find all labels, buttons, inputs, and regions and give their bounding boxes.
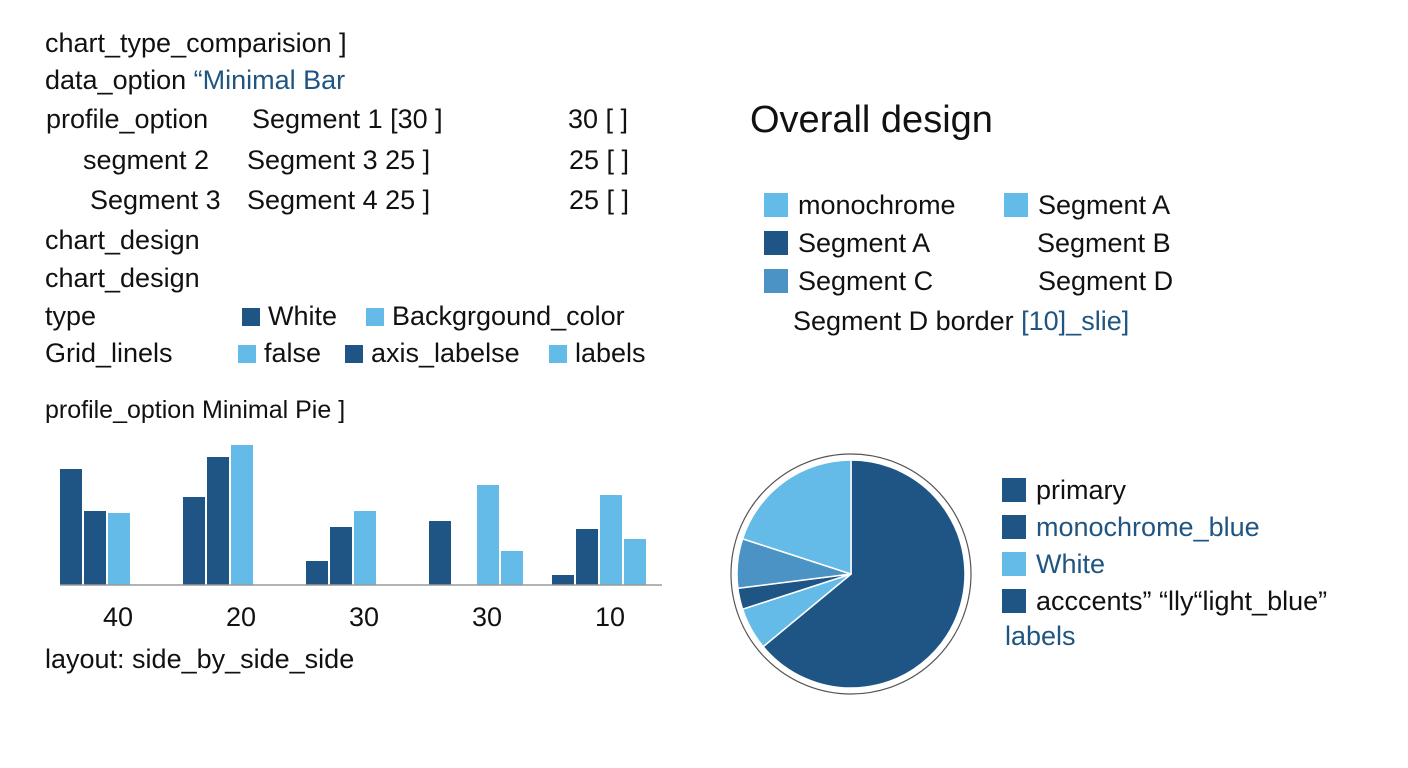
spec-row2-key: segment 2 [83, 145, 210, 175]
pie-legend-swatch [1002, 552, 1026, 576]
legend-swatch [764, 269, 788, 293]
overall-legend-label: Segment A [1038, 190, 1171, 220]
spec-grid-option-false-label: false [264, 338, 322, 368]
bar [354, 511, 376, 585]
bar [306, 561, 328, 585]
spec-grid-option-axis: axis_labelse [345, 337, 520, 369]
spec-grid-option-axis-label: axis_labelse [371, 338, 520, 368]
bar [330, 527, 352, 585]
overall-border-setting: Segment D border [10]_slie] [793, 305, 1129, 337]
spec-row3-segment: Segment 4 25 ] [247, 185, 431, 215]
pie-legend-label: primary [1036, 475, 1127, 505]
overall-legend-item-2: Segment A [764, 227, 930, 259]
pie-legend-label: acccents” “lly“light_blue” [1036, 586, 1328, 616]
bar [624, 539, 646, 585]
x-tick-label: 30 [472, 602, 502, 632]
overall-border-label: Segment D border [793, 306, 1014, 336]
dark-swatch [242, 308, 260, 326]
overall-design-title: Overall design [750, 99, 993, 141]
overall-legend-item-0: monochrome [764, 189, 956, 221]
light-swatch [366, 308, 384, 326]
pie-slice [762, 459, 966, 689]
overall-legend-item-3: Segment B [1037, 228, 1171, 258]
pie-chart [730, 453, 972, 695]
legend-swatch [764, 231, 788, 255]
pie-legend-swatch [1002, 478, 1026, 502]
overall-legend-item-4: Segment C [764, 265, 933, 297]
light-swatch [238, 345, 256, 363]
spec-row2-segment: Segment 3 25 ] [247, 145, 431, 175]
pie-legend-label: monochrome_blue [1036, 512, 1260, 542]
overall-legend-label: monochrome [798, 190, 956, 220]
pie-legend-label: White [1036, 549, 1106, 579]
x-tick-label: 20 [226, 602, 256, 632]
dark-swatch [345, 345, 363, 363]
spec-chart-type: chart_type_comparision ] [45, 28, 347, 58]
spec-row3-key: Segment 3 [90, 185, 221, 215]
overall-legend-item-1: Segment A [1004, 189, 1170, 221]
spec-row3-value: 25 [ ] [569, 185, 630, 215]
bar [60, 469, 82, 585]
bar [501, 551, 523, 585]
spec-row1-key: profile_option [46, 104, 209, 134]
spec-data-option-value: “Minimal Bar [193, 65, 346, 95]
bar [207, 457, 229, 585]
legend-swatch [764, 193, 788, 217]
bar [108, 513, 130, 585]
spec-type-option-white-label: White [268, 301, 338, 331]
x-tick-label: 30 [349, 602, 379, 632]
spec-type-option-background-label: Backgrgound_color [392, 301, 625, 331]
bar [231, 445, 253, 585]
overall-border-value: [10]_slie] [1021, 306, 1130, 336]
spec-data-option: data_option “Minimal Bar [45, 64, 345, 96]
overall-legend-label: Segment C [798, 266, 934, 296]
spec-grid-option-labels: labels [549, 337, 646, 369]
spec-type-option-background: Backgrgound_color [366, 300, 625, 332]
overall-legend-item-5: Segment D [1038, 266, 1174, 296]
layout-label: layout: side_by_side_side [45, 644, 355, 674]
bar [84, 511, 106, 585]
bar [477, 485, 499, 585]
bar [600, 495, 622, 585]
bar [183, 497, 205, 585]
pie-legend-item-0: primary [1002, 474, 1126, 506]
light-swatch [549, 345, 567, 363]
spec-type-option-white: White [242, 300, 337, 332]
pie-legend-swatch [1002, 589, 1026, 613]
overall-legend-label: Segment A [798, 228, 931, 258]
spec-grid-option-false: false [238, 337, 321, 369]
spec-row1-value: 30 [ ] [568, 104, 629, 134]
x-tick-label: 40 [103, 602, 133, 632]
bar [552, 575, 574, 585]
pie-legend-swatch [1002, 515, 1026, 539]
pie-legend-item-3: acccents” “lly“light_blue” [1002, 585, 1327, 617]
bar [429, 521, 451, 585]
bar-chart: 40 20 30 30 10 [60, 445, 662, 632]
legend-swatch [1004, 193, 1028, 217]
spec-grid-option-labels-label: labels [575, 338, 646, 368]
spec-chart-design-sub: chart_design [45, 263, 200, 293]
spec-chart-design-heading: chart_design [45, 225, 200, 255]
spec-grid-key: Grid_linels [45, 338, 173, 368]
spec-profile-pie: profile_option Minimal Pie ] [45, 396, 346, 424]
spec-type-key: type [45, 301, 97, 331]
bar [576, 529, 598, 585]
pie-slice [741, 459, 852, 576]
pie-legend-item-1: monochrome_blue [1002, 511, 1260, 543]
spec-row1-segment: Segment 1 [30 ] [252, 104, 443, 134]
pie-legend-extra-labels: labels [1005, 621, 1076, 651]
spec-row2-value: 25 [ ] [569, 145, 630, 175]
pie-legend-item-2: White [1002, 548, 1105, 580]
x-tick-label: 10 [595, 602, 625, 632]
spec-data-option-key: data_option [45, 65, 187, 95]
